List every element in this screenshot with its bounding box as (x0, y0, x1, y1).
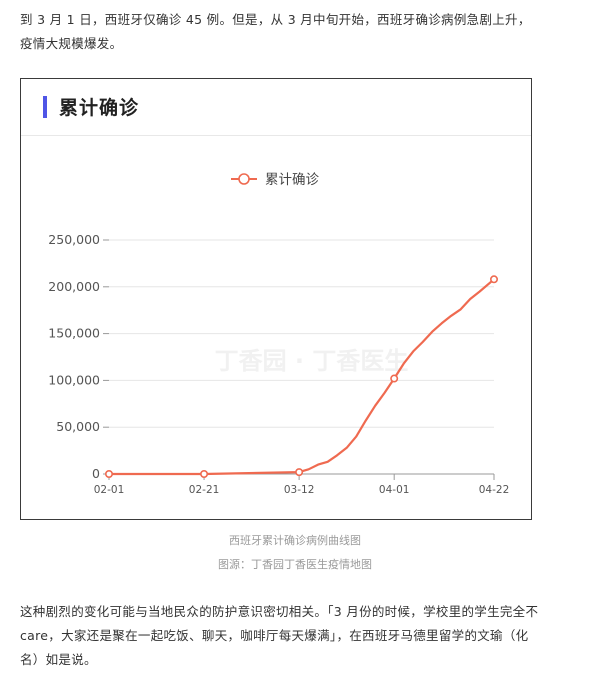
body-paragraph: 这种剧烈的变化可能与当地民众的防护意识密切相关。「3 月份的时候，学校里的学生完… (20, 604, 539, 667)
y-tick-label: 150,000 (48, 326, 100, 341)
line-chart: 丁香园 · 丁香医生 0 50,000 100,000 150,000 200,000 25… (48, 172, 510, 496)
data-point (390, 374, 399, 383)
x-tick-label: 03-12 (284, 484, 315, 496)
card-header: 累计确诊 (21, 79, 531, 136)
intro-paragraph: 到 3 月 1 日，西班牙仅确诊 45 例。但是，从 3 月中旬开始，西班牙确诊… (20, 12, 531, 51)
data-point (489, 275, 498, 284)
figure-caption: 西班牙累计确诊病例曲线图 (229, 534, 361, 547)
card-title: 累计确诊 (59, 97, 140, 119)
data-point (105, 469, 114, 478)
x-tick-label: 02-21 (189, 484, 220, 496)
chart-card: 累计确诊 丁香园 · 丁香医生 0 50,000 100,000 150,000 200,… (20, 78, 532, 520)
x-tick-label: 02-01 (94, 484, 125, 496)
legend-label: 累计确诊 (265, 172, 319, 188)
data-point (200, 469, 209, 478)
x-tick-label: 04-22 (479, 484, 510, 496)
series-line (107, 278, 496, 476)
y-tick-label: 50,000 (56, 419, 100, 434)
figure-source: 图源：丁香园丁香医生疫情地图 (218, 558, 372, 571)
title-accent-bar (43, 96, 47, 118)
y-tick-label: 250,000 (48, 232, 100, 247)
x-tick-label: 04-01 (379, 484, 410, 496)
legend-marker (238, 173, 250, 185)
y-tick-label: 100,000 (48, 372, 100, 387)
y-tick-label: 0 (92, 466, 100, 481)
data-point (295, 468, 304, 477)
watermark: 丁香园 · 丁香医生 (215, 347, 409, 375)
y-tick-label: 200,000 (48, 279, 100, 294)
